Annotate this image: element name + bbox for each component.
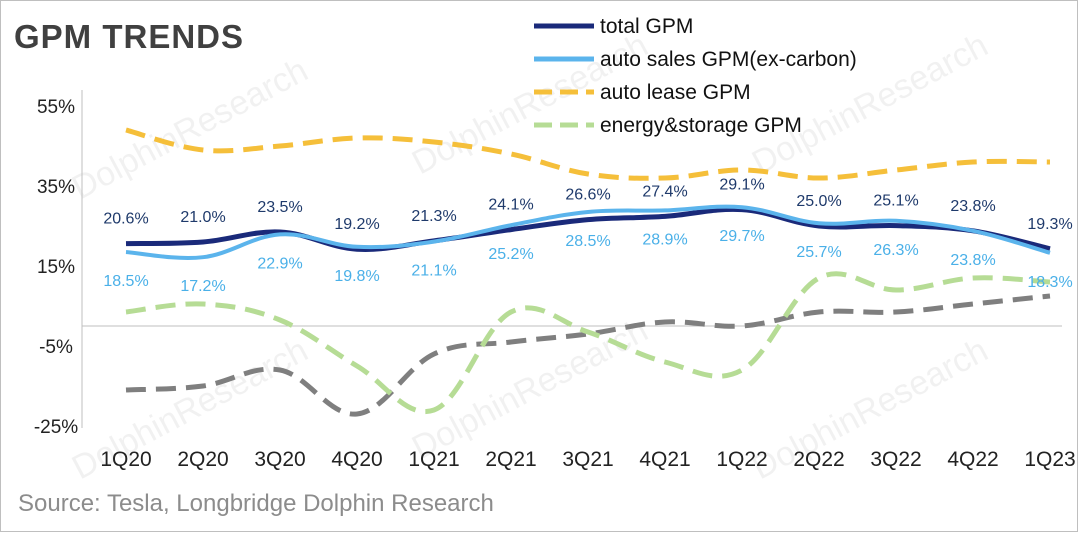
x-tick-label: 4Q20 (331, 448, 382, 471)
x-tick-label: 1Q23 (1024, 448, 1075, 471)
data-label-auto-sales: 18.3% (1027, 274, 1072, 291)
chart-title: GPM TRENDS (14, 18, 245, 55)
source-note: Source: Tesla, Longbridge Dolphin Resear… (18, 490, 494, 517)
x-axis: 1Q20 2Q20 3Q20 4Q20 1Q21 2Q21 3Q21 4Q21 1Q22 2Q22… (82, 325, 1076, 471)
y-tick-label: -5% (39, 337, 73, 358)
y-tick-label: 35% (37, 177, 75, 198)
series-line-auto-sales (125, 204, 1051, 260)
series-line-gray (125, 293, 1051, 417)
data-label-total: 24.1% (488, 197, 533, 214)
y-tick-label: -25% (34, 417, 78, 438)
data-label-auto-sales: 23.8% (950, 252, 995, 269)
legend-label-auto-sales: auto sales GPM(ex-carbon) (600, 48, 857, 71)
data-label-total: 29.1% (719, 177, 764, 194)
data-label-auto-sales: 21.1% (411, 263, 456, 280)
data-label-total: 23.8% (950, 198, 995, 215)
data-label-total: 21.0% (180, 209, 225, 226)
data-label-total: 27.4% (642, 183, 687, 200)
y-axis: 55% 35% 15% -5% -25% (34, 90, 83, 438)
data-label-auto-sales: 26.3% (873, 242, 918, 259)
data-label-auto-sales: 22.9% (257, 255, 302, 272)
data-label-auto-sales: 25.2% (488, 246, 533, 263)
legend-label-total: total GPM (600, 15, 693, 38)
data-label-total: 25.1% (873, 193, 918, 210)
data-label-total: 25.0% (796, 193, 841, 210)
data-label-auto-sales: 29.7% (719, 228, 764, 245)
data-label-auto-sales: 28.5% (565, 233, 610, 250)
x-tick-label: 2Q22 (793, 448, 844, 471)
data-label-auto-sales: 19.8% (334, 268, 379, 285)
data-label-total: 23.5% (257, 199, 302, 216)
data-label-auto-sales: 17.2% (180, 278, 225, 295)
data-labels: 20.6% 21.0% 23.5% 19.2% 21.3% 24.1% 26.6% 27.4%… (103, 177, 1072, 296)
data-label-total: 19.3% (1027, 216, 1072, 233)
data-label-auto-sales: 18.5% (103, 273, 148, 290)
x-tick-label: 3Q20 (254, 448, 305, 471)
x-tick-label: 1Q22 (716, 448, 767, 471)
x-tick-label: 1Q21 (408, 448, 459, 471)
x-tick-label: 4Q22 (947, 448, 998, 471)
legend-label-auto-lease: auto lease GPM (600, 81, 751, 104)
x-tick-label: 3Q22 (870, 448, 921, 471)
legend: total GPM auto sales GPM(ex-carbon) auto l… (534, 15, 857, 137)
x-tick-label: 1Q20 (100, 448, 151, 471)
data-label-total: 21.3% (411, 208, 456, 225)
x-tick-label: 4Q21 (639, 448, 690, 471)
x-tick-label: 2Q20 (177, 448, 228, 471)
y-tick-label: 15% (37, 257, 75, 278)
y-tick-label: 55% (37, 97, 75, 118)
svg-text:DolphinResearch: DolphinResearch (66, 51, 314, 207)
data-label-auto-sales: 28.9% (642, 231, 687, 248)
data-label-total: 20.6% (103, 211, 148, 228)
x-tick-label: 2Q21 (485, 448, 536, 471)
x-tick-label: 3Q21 (562, 448, 613, 471)
data-label-total: 26.6% (565, 187, 610, 204)
legend-label-energy: energy&storage GPM (600, 114, 802, 137)
series-line-energy (125, 271, 1051, 415)
series-line-auto-lease (125, 127, 1051, 181)
data-label-auto-sales: 25.7% (796, 244, 841, 261)
series-line-total (125, 206, 1051, 252)
svg-text:DolphinResearch: DolphinResearch (406, 311, 654, 467)
data-label-total: 19.2% (334, 216, 379, 233)
series-layer (125, 127, 1051, 417)
